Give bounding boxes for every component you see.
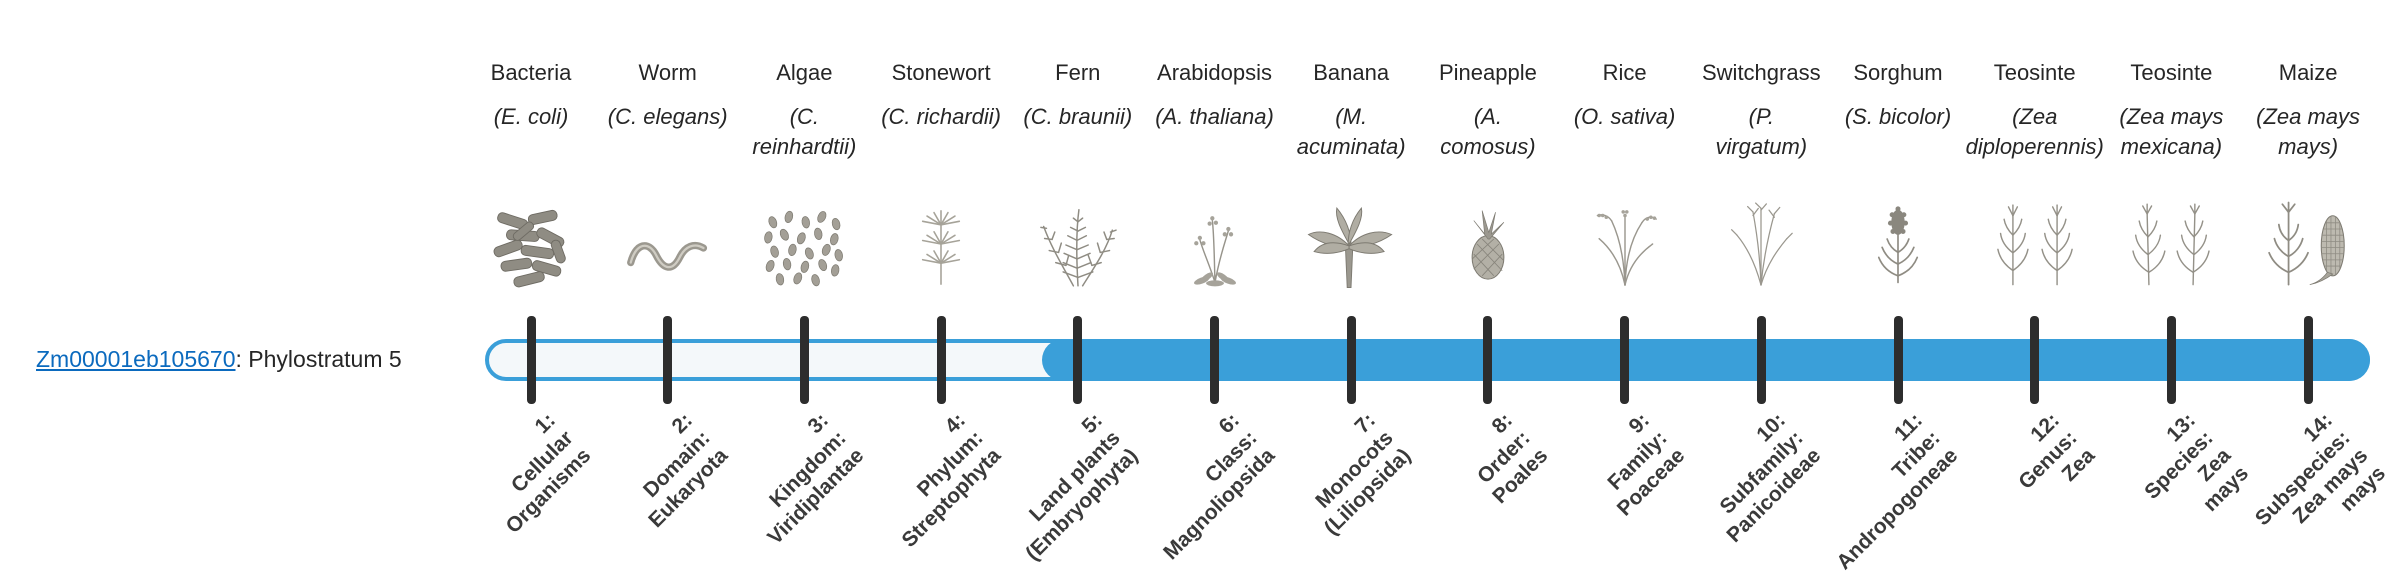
species-name: Pineapple bbox=[1438, 60, 1537, 85]
species-name: Banana bbox=[1313, 60, 1390, 85]
worm-icon bbox=[606, 176, 730, 294]
maize-icon bbox=[2246, 176, 2370, 294]
fern-icon bbox=[1016, 176, 1140, 294]
stratum-tick bbox=[1620, 316, 1630, 404]
species-name: Maize bbox=[2278, 60, 2338, 85]
species-name: Fern bbox=[1055, 60, 1101, 85]
species-scientific-name: (C. braunii) bbox=[1023, 104, 1133, 129]
stratum-tick bbox=[1893, 316, 1903, 404]
gene-link[interactable]: Zm00001eb105670 bbox=[36, 346, 236, 372]
stratum-tick bbox=[663, 316, 673, 404]
species-scientific-name: (C. elegans) bbox=[607, 104, 728, 129]
species-name: Worm bbox=[638, 60, 697, 85]
stratum-tick bbox=[1756, 316, 1766, 404]
species-name: Algae bbox=[776, 60, 833, 85]
species-scientific-name: (O. sativa) bbox=[1573, 104, 1676, 129]
species-scientific-name: (Zea diploperennis) bbox=[1965, 104, 2104, 159]
species-scientific-name: (Zea mays mays) bbox=[2256, 104, 2361, 159]
stratum-tick bbox=[1346, 316, 1356, 404]
gene-phylostratum-text: : Phylostratum 5 bbox=[235, 346, 402, 372]
species-scientific-name: (M. acuminata) bbox=[1296, 104, 1406, 159]
stratum-tick bbox=[2030, 316, 2040, 404]
species-name: Bacteria bbox=[490, 60, 572, 85]
stonewort-icon bbox=[879, 176, 1003, 294]
species-scientific-name: (P. virgatum) bbox=[1715, 104, 1808, 159]
teosinte-diploperennis-icon bbox=[1973, 176, 2097, 294]
species-scientific-name: (S. bicolor) bbox=[1844, 104, 1952, 129]
species-name: Arabidopsis bbox=[1157, 60, 1272, 85]
stratum-tick bbox=[526, 316, 536, 404]
switchgrass-icon bbox=[1699, 176, 1823, 294]
species-name: Rice bbox=[1602, 60, 1647, 85]
species-name: Sorghum bbox=[1853, 60, 1943, 85]
species-scientific-name: (C. reinhardtii) bbox=[752, 104, 857, 159]
banana-icon bbox=[1289, 176, 1413, 294]
species-name: Switchgrass bbox=[1702, 60, 1821, 85]
gene-label: Zm00001eb105670: Phylostratum 5 bbox=[36, 346, 402, 373]
stratum-tick bbox=[2166, 316, 2176, 404]
species-name: Teosinte bbox=[2130, 60, 2213, 85]
algae-icon bbox=[742, 176, 866, 294]
stratum-tick bbox=[1210, 316, 1219, 404]
pineapple-icon bbox=[1426, 176, 1550, 294]
species-scientific-name: (A. comosus) bbox=[1440, 104, 1536, 159]
species-name: Teosinte bbox=[1993, 60, 2076, 85]
teosinte-mexicana-icon bbox=[2109, 176, 2233, 294]
species-scientific-name: (C. richardii) bbox=[881, 104, 1001, 129]
bacteria-icon bbox=[469, 176, 593, 294]
stratum-tick bbox=[1483, 316, 1493, 404]
stratum-tick bbox=[799, 316, 809, 404]
sorghum-icon bbox=[1836, 176, 1960, 294]
stratum-tick bbox=[1073, 316, 1083, 404]
stratum-tick bbox=[2303, 316, 2313, 404]
species-name: Stonewort bbox=[891, 60, 991, 85]
species-scientific-name: (A. thaliana) bbox=[1155, 104, 1274, 129]
species-scientific-name: (E. coli) bbox=[493, 104, 569, 129]
timeline-fill bbox=[1042, 339, 2370, 381]
rice-icon bbox=[1563, 176, 1687, 294]
stratum-tick bbox=[936, 316, 946, 404]
species-scientific-name: (Zea mays mexicana) bbox=[2119, 104, 2224, 159]
arabidopsis-icon bbox=[1153, 176, 1277, 294]
